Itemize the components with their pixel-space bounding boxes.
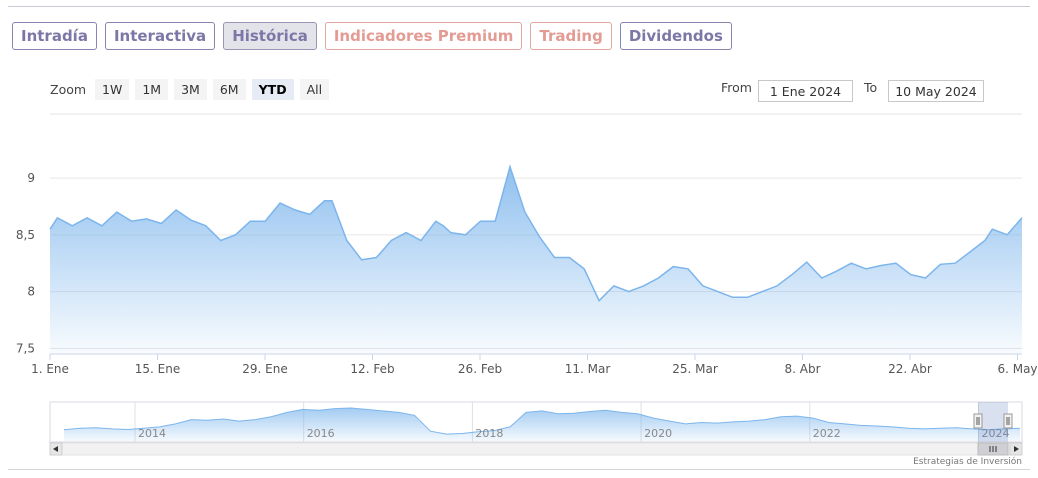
y-tick-label: 8,5 <box>16 228 35 242</box>
navigator-tick-label: 2014 <box>138 427 166 440</box>
grid-lines <box>50 113 1022 349</box>
x-tick-label: 26. Feb <box>458 362 502 376</box>
price-line <box>49 164 1023 302</box>
from-date-input[interactable]: 1 Ene 2024 <box>758 80 853 102</box>
zoom-button-3m[interactable]: 3M <box>174 79 207 100</box>
navigator-tick-label: 2018 <box>475 427 503 440</box>
x-tick-label: 1. Ene <box>31 362 69 376</box>
y-axis-labels: 7,5 8 8,5 9 <box>16 171 35 355</box>
navigator-tick-label: 2020 <box>644 427 672 440</box>
zoom-selector: Zoom 1W 1M 3M 6M YTD All <box>50 79 330 100</box>
navigator-tick-label: 2024 <box>982 427 1010 440</box>
x-tick-label: 15. Ene <box>135 362 180 376</box>
zoom-label: Zoom <box>50 82 87 97</box>
x-tick-label: 6. May <box>997 362 1037 376</box>
x-tick-label: 25. Mar <box>672 362 718 376</box>
zoom-button-1m[interactable]: 1M <box>135 79 169 100</box>
navigator-area <box>64 408 1020 441</box>
navigator-tick-label: 2016 <box>307 427 335 440</box>
scroll-right-arrow[interactable] <box>1009 442 1023 456</box>
x-tick-label: 11. Mar <box>565 362 611 376</box>
scrollbar-track[interactable] <box>49 442 1023 456</box>
zoom-button-ytd[interactable]: YTD <box>251 79 294 100</box>
to-date-input[interactable]: 10 May 2024 <box>888 80 984 102</box>
y-tick-label: 7,5 <box>16 341 35 355</box>
x-tick-label: 8. Abr <box>784 362 820 376</box>
tab-hist-rica[interactable]: Histórica <box>223 22 317 50</box>
navigator-tick-label: 2022 <box>813 427 841 440</box>
top-divider <box>8 6 1030 7</box>
zoom-button-1w[interactable]: 1W <box>95 79 130 100</box>
scrollbar-thumb[interactable] <box>977 442 1009 456</box>
navigator-frame <box>49 401 1023 443</box>
tab-interactiva[interactable]: Interactiva <box>104 22 216 50</box>
navigator-labels: 2014 2016 2018 2020 2022 2024 <box>138 427 1010 440</box>
from-label: From <box>721 80 752 95</box>
tab-indicadores-premium[interactable]: Indicadores Premium <box>324 22 523 50</box>
x-axis-labels: 1. Ene 15. Ene 29. Ene 12. Feb 26. Feb 11. Ma… <box>31 354 1038 376</box>
zoom-button-all[interactable]: All <box>299 79 330 100</box>
tab-intrad-a[interactable]: Intradía <box>12 22 97 50</box>
chart-credit: Estrategias de Inversión <box>913 457 1022 467</box>
navigator-selection[interactable] <box>978 402 1008 442</box>
x-tick-label: 22. Abr <box>888 362 932 376</box>
tab-trading[interactable]: Trading <box>530 22 612 50</box>
tab-dividendos[interactable]: Dividendos <box>619 22 732 50</box>
navigator-right-handle[interactable] <box>1003 413 1013 429</box>
navigator-line <box>63 407 1021 435</box>
x-tick-label: 29. Ene <box>242 362 287 376</box>
to-label: To <box>864 80 878 95</box>
y-tick-label: 8 <box>27 285 35 299</box>
scroll-left-arrow[interactable] <box>49 442 63 456</box>
x-tick-label: 12. Feb <box>350 362 394 376</box>
zoom-button-6m[interactable]: 6M <box>212 79 246 100</box>
bottom-divider <box>8 469 1030 470</box>
navigator-grid <box>134 402 979 442</box>
chart-type-tabs: Intradía Interactiva Histórica Indicadores … <box>12 22 732 50</box>
price-area <box>50 166 1022 354</box>
y-tick-label: 9 <box>27 171 35 185</box>
navigator-left-handle[interactable] <box>973 413 983 429</box>
